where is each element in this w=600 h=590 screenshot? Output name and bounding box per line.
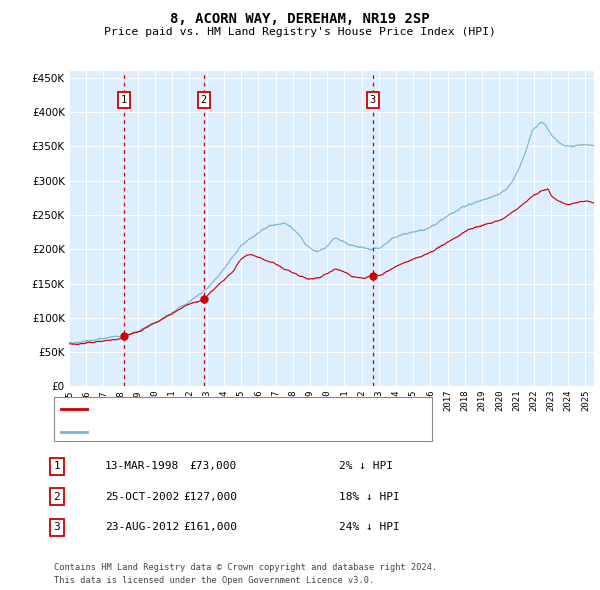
Text: £161,000: £161,000	[183, 523, 237, 532]
Text: 3: 3	[370, 94, 376, 104]
Text: This data is licensed under the Open Government Licence v3.0.: This data is licensed under the Open Gov…	[54, 576, 374, 585]
Text: 2: 2	[200, 94, 207, 104]
Text: HPI: Average price, detached house, Breckland: HPI: Average price, detached house, Brec…	[91, 427, 373, 437]
Text: 23-AUG-2012: 23-AUG-2012	[105, 523, 179, 532]
Text: 1: 1	[121, 94, 127, 104]
Text: £127,000: £127,000	[183, 492, 237, 502]
Text: 8, ACORN WAY, DEREHAM, NR19 2SP (detached house): 8, ACORN WAY, DEREHAM, NR19 2SP (detache…	[91, 405, 391, 414]
Text: 3: 3	[53, 523, 61, 532]
Text: £73,000: £73,000	[190, 461, 237, 471]
Text: 18% ↓ HPI: 18% ↓ HPI	[339, 492, 400, 502]
Text: 1: 1	[53, 461, 61, 471]
Text: 2: 2	[53, 492, 61, 502]
Text: 2% ↓ HPI: 2% ↓ HPI	[339, 461, 393, 471]
Text: 8, ACORN WAY, DEREHAM, NR19 2SP: 8, ACORN WAY, DEREHAM, NR19 2SP	[170, 12, 430, 26]
Text: 25-OCT-2002: 25-OCT-2002	[105, 492, 179, 502]
Text: Price paid vs. HM Land Registry's House Price Index (HPI): Price paid vs. HM Land Registry's House …	[104, 27, 496, 37]
Text: Contains HM Land Registry data © Crown copyright and database right 2024.: Contains HM Land Registry data © Crown c…	[54, 563, 437, 572]
Text: 24% ↓ HPI: 24% ↓ HPI	[339, 523, 400, 532]
Text: 13-MAR-1998: 13-MAR-1998	[105, 461, 179, 471]
